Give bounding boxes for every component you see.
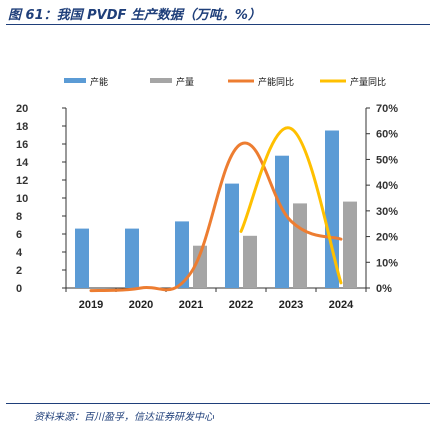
bar-output-2023 (293, 203, 307, 288)
y-right-tick-label: 70% (376, 103, 398, 115)
y-right-tick-label: 20% (376, 232, 398, 244)
title-divider (6, 24, 430, 25)
line-output-yoy (239, 126, 343, 285)
y-left-tick-label: 10 (16, 193, 28, 205)
y-left-tick-label: 20 (16, 103, 28, 115)
y-left-tick-label: 6 (16, 229, 22, 241)
legend-label-0: 产能 (90, 76, 108, 88)
y-right-tick-label: 30% (376, 206, 398, 218)
y-left-tick-label: 14 (16, 157, 29, 169)
bar-capacity-2019 (75, 228, 89, 288)
x-tick-label: 2024 (329, 299, 354, 311)
source-divider (6, 403, 430, 404)
y-right-tick-label: 0% (376, 283, 392, 295)
y-left-tick-label: 12 (16, 175, 28, 187)
bar-capacity-2024 (325, 130, 339, 288)
y-left-tick-label: 8 (16, 211, 22, 223)
y-left-tick-label: 16 (16, 139, 28, 151)
bar-capacity-2021 (175, 221, 189, 288)
x-tick-label: 2021 (179, 299, 203, 311)
x-tick-label: 2019 (79, 299, 103, 311)
chart: 0 2 4 6 8 10 12 14 16 18 20 0% 10% 20% 30% 40% 50% 60% 70%… (16, 76, 398, 311)
bar-output-2024 (343, 201, 357, 288)
bar-capacity-2023 (275, 155, 289, 288)
bar-output-2021 (193, 245, 207, 288)
y-right-tick-label: 50% (376, 154, 398, 166)
source-note: 资料来源：百川盈孚，信达证券研发中心 (34, 412, 214, 423)
y-right-tick-label: 10% (376, 257, 398, 269)
y-left-tick-label: 2 (16, 265, 22, 277)
line-capacity-yoy (89, 141, 343, 293)
figure-title: 图 61：我国 PVDF 生产数据（万吨，%） (8, 8, 261, 23)
bar-capacity-2022 (225, 183, 239, 288)
y-right-tick-label: 60% (376, 129, 398, 141)
y-left-tick-label: 18 (16, 121, 28, 133)
y-right-tick-label: 40% (376, 180, 398, 192)
x-tick-label: 2022 (229, 299, 253, 311)
legend-label-3: 产量同比 (350, 76, 386, 88)
legend-swatch-1 (150, 78, 172, 83)
x-tick-label: 2020 (129, 299, 153, 311)
y-left-tick-label: 4 (16, 247, 23, 259)
legend-swatch-0 (64, 78, 86, 83)
x-tick-label: 2023 (279, 299, 303, 311)
bar-output-2022 (243, 235, 257, 288)
legend-label-2: 产能同比 (258, 76, 294, 88)
bar-capacity-2020 (125, 228, 139, 288)
legend-label-1: 产量 (176, 76, 194, 88)
y-left-tick-label: 0 (16, 283, 22, 295)
